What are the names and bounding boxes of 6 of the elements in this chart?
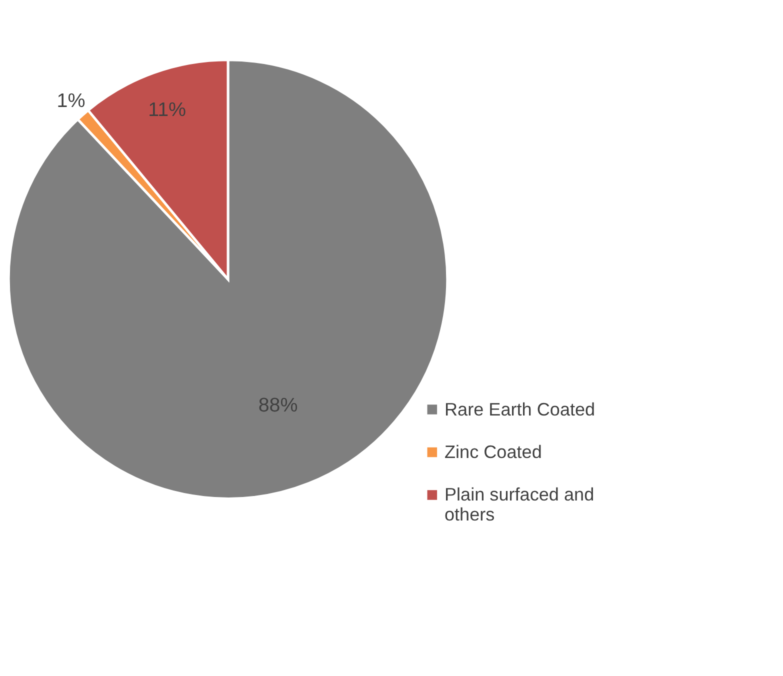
data-label: 1% (56, 90, 86, 112)
legend-label: Plain surfaced and others (444, 484, 594, 524)
data-label: 11% (148, 98, 186, 121)
data-label: 88% (258, 394, 298, 416)
legend-label: Zinc Coated (444, 442, 542, 462)
legend-label: Rare Earth Coated (444, 399, 596, 420)
